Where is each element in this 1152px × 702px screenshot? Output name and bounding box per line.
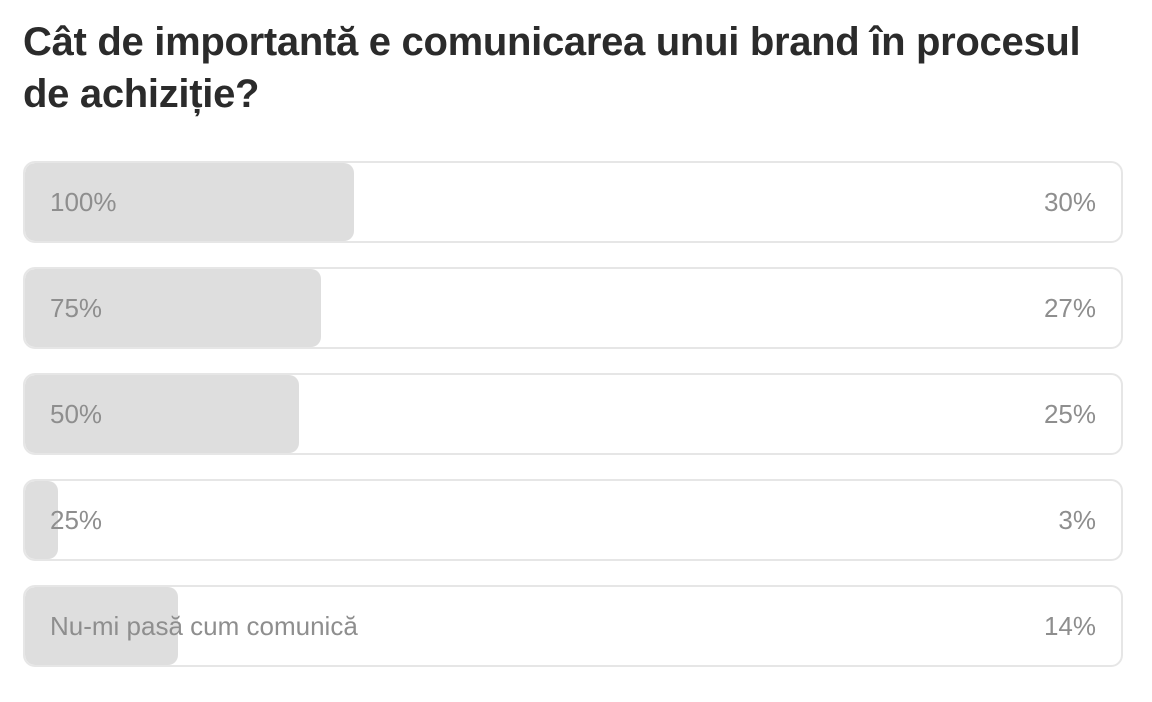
option-label: Nu-mi pasă cum comunică <box>50 611 358 641</box>
poll-option-75[interactable]: 75% 27% <box>23 267 1123 349</box>
result-bar <box>25 375 299 453</box>
option-label: 25% <box>50 505 103 535</box>
poll-option-25[interactable]: 25% 3% <box>23 479 1123 561</box>
result-bar <box>25 269 321 347</box>
option-percent: 30% <box>1043 187 1096 217</box>
result-bar <box>25 481 58 559</box>
option-label: 100% <box>50 187 117 217</box>
option-label: 50% <box>50 399 103 429</box>
poll-option-50[interactable]: 50% 25% <box>23 373 1123 455</box>
option-percent: 27% <box>1043 293 1096 323</box>
poll-question: Cât de importantă e comunicarea unui bra… <box>23 20 1081 116</box>
poll-option-100[interactable]: 100% 30% <box>23 161 1123 243</box>
poll-options: 100% 30% 75% 27% 50% 25% 25% 3% Nu-mi pa… <box>23 161 1123 691</box>
result-bar <box>25 163 354 241</box>
option-percent: 14% <box>1043 611 1096 641</box>
result-bar <box>25 587 179 665</box>
option-percent: 3% <box>1058 505 1096 535</box>
poll-option-dont-care[interactable]: Nu-mi pasă cum comunică 14% <box>23 585 1123 667</box>
poll: Cât de importantă e comunicarea unui bra… <box>23 0 1123 667</box>
option-label: 75% <box>50 293 103 323</box>
option-percent: 25% <box>1043 399 1096 429</box>
